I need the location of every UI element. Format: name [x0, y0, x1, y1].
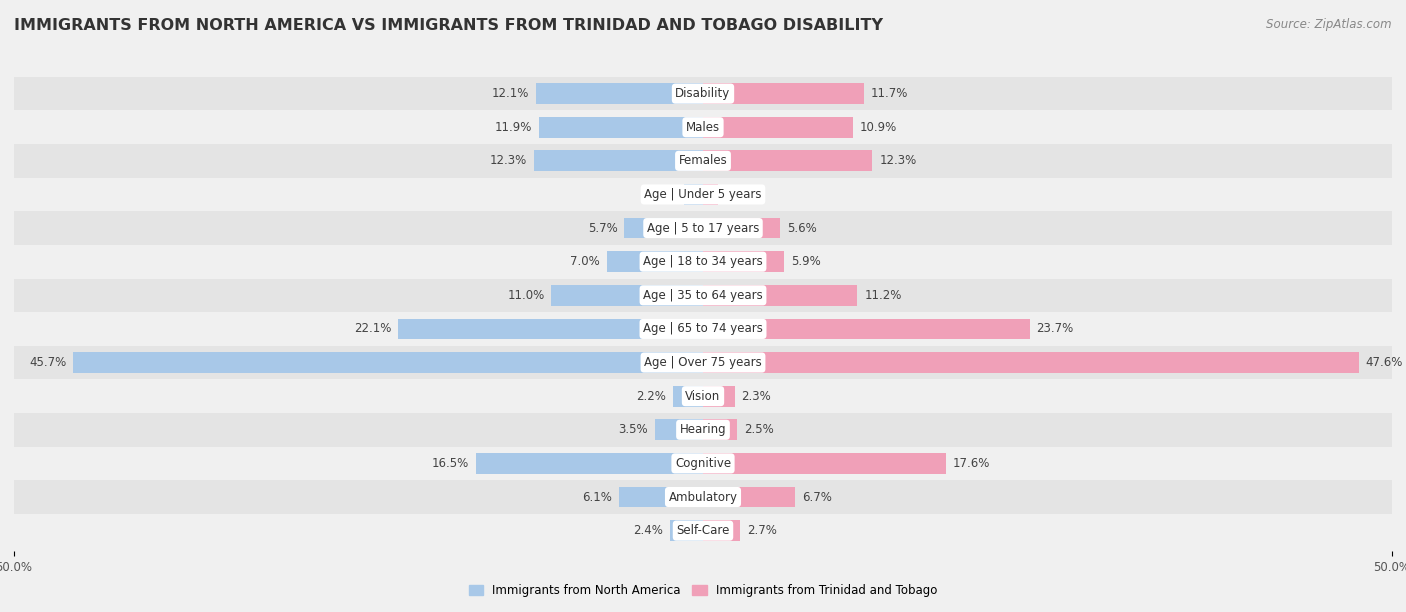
Bar [703, 520, 740, 541]
Bar [703, 117, 853, 138]
Text: Females: Females [679, 154, 727, 167]
Text: 6.7%: 6.7% [803, 490, 832, 504]
Text: 2.2%: 2.2% [636, 390, 666, 403]
Bar [619, 487, 703, 507]
Text: Self-Care: Self-Care [676, 524, 730, 537]
Text: IMMIGRANTS FROM NORTH AMERICA VS IMMIGRANTS FROM TRINIDAD AND TOBAGO DISABILITY: IMMIGRANTS FROM NORTH AMERICA VS IMMIGRA… [14, 18, 883, 34]
Text: 11.2%: 11.2% [865, 289, 901, 302]
Bar [655, 419, 703, 440]
Bar [703, 218, 780, 239]
Text: 11.9%: 11.9% [495, 121, 531, 134]
Text: 10.9%: 10.9% [860, 121, 897, 134]
Text: 5.6%: 5.6% [787, 222, 817, 234]
Text: Age | 65 to 74 years: Age | 65 to 74 years [643, 323, 763, 335]
Text: Cognitive: Cognitive [675, 457, 731, 470]
Text: 6.1%: 6.1% [582, 490, 612, 504]
Text: Age | 18 to 34 years: Age | 18 to 34 years [643, 255, 763, 268]
Bar [14, 211, 1392, 245]
Text: Age | 35 to 64 years: Age | 35 to 64 years [643, 289, 763, 302]
Bar [14, 110, 1392, 144]
Bar [703, 252, 785, 272]
Text: Vision: Vision [685, 390, 721, 403]
Text: Hearing: Hearing [679, 424, 727, 436]
Bar [703, 184, 718, 205]
Text: 16.5%: 16.5% [432, 457, 468, 470]
Bar [14, 76, 1392, 110]
Bar [14, 312, 1392, 346]
Text: 2.4%: 2.4% [633, 524, 664, 537]
Text: 7.0%: 7.0% [569, 255, 599, 268]
Text: 22.1%: 22.1% [354, 323, 392, 335]
Text: 12.3%: 12.3% [879, 154, 917, 167]
Bar [703, 453, 945, 474]
Bar [475, 453, 703, 474]
Bar [73, 352, 703, 373]
Bar [14, 245, 1392, 278]
Text: Age | Under 5 years: Age | Under 5 years [644, 188, 762, 201]
Bar [533, 151, 703, 171]
Bar [606, 252, 703, 272]
Text: 45.7%: 45.7% [30, 356, 66, 369]
Text: 2.7%: 2.7% [747, 524, 778, 537]
Bar [703, 285, 858, 306]
Text: 11.7%: 11.7% [872, 87, 908, 100]
Bar [14, 514, 1392, 548]
Bar [703, 151, 873, 171]
Text: Age | 5 to 17 years: Age | 5 to 17 years [647, 222, 759, 234]
Text: 2.3%: 2.3% [741, 390, 772, 403]
Text: 5.9%: 5.9% [792, 255, 821, 268]
Bar [14, 346, 1392, 379]
Bar [14, 379, 1392, 413]
Bar [398, 318, 703, 339]
Text: 12.3%: 12.3% [489, 154, 527, 167]
Text: 1.1%: 1.1% [725, 188, 755, 201]
Bar [14, 144, 1392, 177]
Text: Males: Males [686, 121, 720, 134]
Bar [14, 278, 1392, 312]
Text: 1.4%: 1.4% [647, 188, 676, 201]
Bar [703, 318, 1029, 339]
Bar [669, 520, 703, 541]
Bar [538, 117, 703, 138]
Bar [536, 83, 703, 104]
Bar [703, 419, 738, 440]
Text: 17.6%: 17.6% [952, 457, 990, 470]
Bar [672, 386, 703, 406]
Text: Disability: Disability [675, 87, 731, 100]
Bar [703, 386, 735, 406]
Bar [703, 83, 865, 104]
Text: 47.6%: 47.6% [1365, 356, 1403, 369]
Bar [703, 352, 1358, 373]
Bar [14, 447, 1392, 480]
Bar [14, 413, 1392, 447]
Text: 3.5%: 3.5% [619, 424, 648, 436]
Text: 11.0%: 11.0% [508, 289, 544, 302]
Text: 12.1%: 12.1% [492, 87, 530, 100]
Text: Ambulatory: Ambulatory [668, 490, 738, 504]
Text: 5.7%: 5.7% [588, 222, 617, 234]
Bar [551, 285, 703, 306]
Bar [683, 184, 703, 205]
Bar [14, 480, 1392, 514]
Text: Source: ZipAtlas.com: Source: ZipAtlas.com [1267, 18, 1392, 31]
Text: Age | Over 75 years: Age | Over 75 years [644, 356, 762, 369]
Bar [624, 218, 703, 239]
Text: 2.5%: 2.5% [744, 424, 775, 436]
Text: 23.7%: 23.7% [1036, 323, 1074, 335]
Legend: Immigrants from North America, Immigrants from Trinidad and Tobago: Immigrants from North America, Immigrant… [464, 580, 942, 602]
Bar [14, 177, 1392, 211]
Bar [703, 487, 796, 507]
